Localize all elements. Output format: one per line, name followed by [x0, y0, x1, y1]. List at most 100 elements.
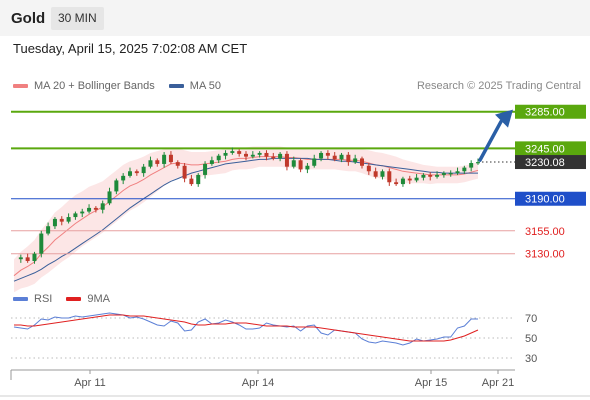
candle	[366, 163, 371, 175]
candle-body	[298, 160, 303, 170]
header-bar: Gold 30 MIN	[0, 0, 590, 36]
rsi-swatch	[13, 297, 28, 301]
candle	[353, 154, 358, 164]
candle-body	[421, 174, 426, 178]
price-levels-layer: 3285.00 3245.00 3230.08 3190.00 3155.00 3130.…	[11, 104, 586, 261]
candle	[250, 151, 255, 159]
candle	[394, 178, 399, 186]
candle	[100, 200, 105, 214]
candle	[373, 167, 378, 179]
candle	[134, 169, 139, 176]
candle	[244, 151, 248, 161]
candle-body	[278, 153, 283, 159]
instrument-title: Gold	[11, 10, 46, 27]
candle	[325, 150, 330, 160]
candle	[18, 254, 23, 263]
candle	[66, 213, 71, 224]
candle-body	[216, 155, 221, 161]
candle	[387, 168, 392, 186]
candle	[278, 152, 283, 162]
candle	[469, 160, 474, 172]
projection-arrow-head	[495, 109, 513, 128]
candle-body	[128, 171, 132, 176]
report-datetime: Tuesday, April 15, 2025 7:02:08 AM CET	[13, 41, 248, 56]
candle	[87, 204, 92, 214]
candle-body	[141, 166, 146, 174]
projection-arrow-shaft	[478, 119, 503, 162]
candle	[271, 152, 276, 161]
candle	[237, 149, 242, 157]
candle	[114, 178, 119, 195]
candle-body	[435, 174, 440, 177]
bollinger-band-layer	[14, 146, 478, 293]
candle-body	[162, 154, 167, 164]
candle	[435, 171, 440, 179]
candle-body	[366, 165, 371, 172]
candle-body	[244, 153, 248, 157]
legend-9ma: 9MA	[66, 293, 110, 305]
timeframe-button[interactable]: 30 MIN	[51, 7, 104, 30]
candle	[25, 253, 30, 263]
candle-body	[66, 217, 71, 222]
candle	[230, 147, 235, 155]
candle	[80, 208, 85, 218]
credit-text: Research © 2025 Trading Central	[416, 80, 581, 92]
candle-body	[182, 165, 187, 179]
level-tag-0	[515, 104, 586, 119]
x-tick-label-3: Apr 21	[482, 377, 514, 389]
candle-body	[428, 174, 433, 177]
candle	[52, 217, 57, 229]
candle	[380, 169, 385, 180]
candle-body	[46, 226, 51, 234]
candle	[32, 251, 37, 264]
candle	[196, 173, 201, 187]
candle-body	[319, 152, 324, 159]
candle-body	[32, 253, 37, 262]
candle-body	[353, 158, 358, 163]
candle-body	[223, 152, 228, 156]
candle-body	[237, 151, 242, 154]
level-tag-1	[515, 141, 586, 156]
price-legend: MA 20 + Bollinger Bands MA 50	[13, 80, 235, 92]
candle-body	[59, 218, 64, 222]
candle	[298, 158, 303, 173]
candle	[462, 165, 467, 175]
candle	[264, 150, 269, 161]
level-label-4: 3155.00	[525, 226, 565, 238]
candle	[441, 171, 446, 178]
candle-body	[168, 154, 173, 163]
candle	[216, 153, 221, 164]
level-label-5: 3130.00	[525, 249, 565, 261]
candle	[121, 173, 126, 185]
candle	[428, 172, 433, 181]
candle	[203, 161, 208, 179]
level-label-1: 3245.00	[525, 143, 565, 155]
candle	[175, 160, 180, 169]
candle-body	[264, 152, 269, 157]
rsi-panel: 70 50 30	[11, 312, 537, 365]
candle-body	[346, 154, 351, 163]
candle	[93, 206, 98, 213]
x-tick-label-2: Apr 15	[415, 377, 447, 389]
candle	[339, 152, 344, 163]
ma50-line	[13, 157, 478, 282]
candle-body	[394, 182, 399, 185]
candle	[305, 163, 310, 174]
candle	[168, 151, 173, 164]
legend-ma20-label: MA 20 + Bollinger Bands	[34, 80, 155, 92]
candle-body	[121, 175, 126, 181]
rsi-9ma-line	[14, 314, 479, 342]
candle-body	[114, 180, 119, 192]
candle-body	[39, 233, 44, 254]
legend-9ma-label: 9MA	[87, 293, 110, 305]
candle	[407, 175, 412, 185]
candle-body	[441, 173, 446, 175]
candle-body	[134, 171, 139, 174]
candle	[107, 187, 112, 206]
x-tick-label-0: Apr 11	[74, 377, 106, 389]
candle	[189, 174, 194, 186]
x-tick-label-1: Apr 14	[242, 377, 274, 389]
candle-body	[373, 171, 378, 177]
candle	[476, 158, 480, 165]
level-tag-3	[515, 191, 586, 206]
